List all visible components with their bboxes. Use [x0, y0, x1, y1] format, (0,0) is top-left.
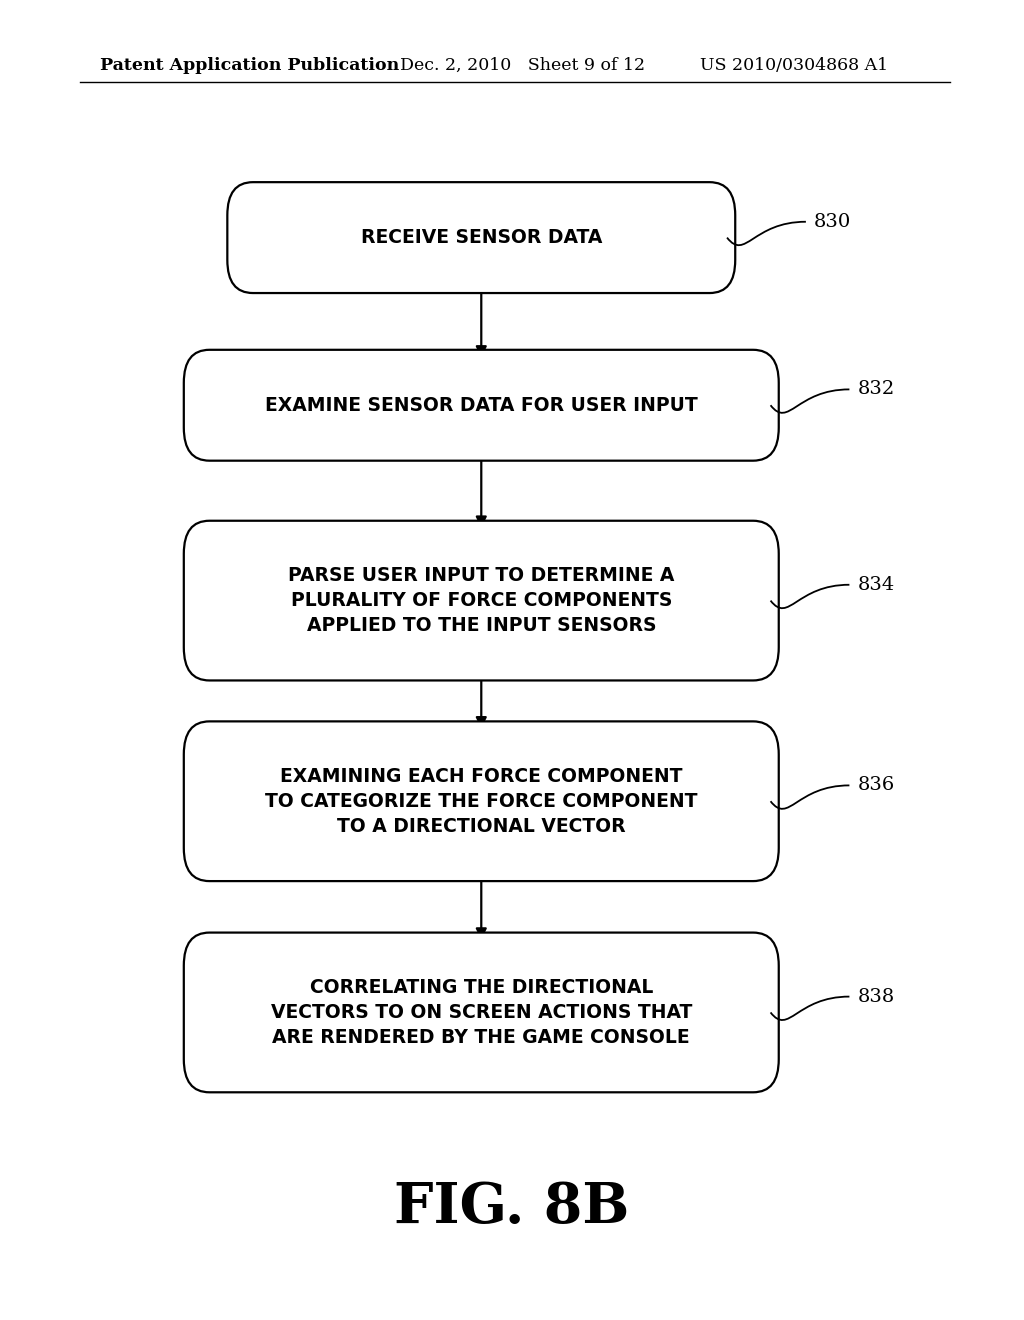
FancyBboxPatch shape: [184, 350, 778, 461]
Text: 836: 836: [857, 776, 895, 795]
Text: FIG. 8B: FIG. 8B: [394, 1180, 630, 1236]
Text: EXAMINING EACH FORCE COMPONENT
TO CATEGORIZE THE FORCE COMPONENT
TO A DIRECTIONA: EXAMINING EACH FORCE COMPONENT TO CATEGO…: [265, 767, 697, 836]
Text: 830: 830: [814, 213, 851, 231]
Text: 832: 832: [857, 380, 895, 399]
Text: RECEIVE SENSOR DATA: RECEIVE SENSOR DATA: [360, 228, 602, 247]
FancyBboxPatch shape: [227, 182, 735, 293]
Text: US 2010/0304868 A1: US 2010/0304868 A1: [700, 57, 888, 74]
Text: Patent Application Publication: Patent Application Publication: [100, 57, 399, 74]
FancyBboxPatch shape: [184, 932, 778, 1093]
Text: Dec. 2, 2010   Sheet 9 of 12: Dec. 2, 2010 Sheet 9 of 12: [400, 57, 645, 74]
Text: 834: 834: [857, 576, 895, 594]
FancyBboxPatch shape: [184, 520, 778, 681]
Text: CORRELATING THE DIRECTIONAL
VECTORS TO ON SCREEN ACTIONS THAT
ARE RENDERED BY TH: CORRELATING THE DIRECTIONAL VECTORS TO O…: [270, 978, 692, 1047]
FancyBboxPatch shape: [184, 721, 778, 882]
Text: PARSE USER INPUT TO DETERMINE A
PLURALITY OF FORCE COMPONENTS
APPLIED TO THE INP: PARSE USER INPUT TO DETERMINE A PLURALIT…: [288, 566, 675, 635]
Text: EXAMINE SENSOR DATA FOR USER INPUT: EXAMINE SENSOR DATA FOR USER INPUT: [265, 396, 697, 414]
Text: 838: 838: [857, 987, 895, 1006]
